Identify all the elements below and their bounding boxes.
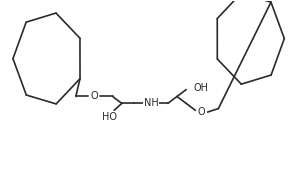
Text: HO: HO xyxy=(102,112,117,122)
Text: OH: OH xyxy=(194,83,209,93)
Text: O: O xyxy=(198,107,205,117)
Text: O: O xyxy=(91,92,98,101)
Text: NH: NH xyxy=(144,98,158,108)
